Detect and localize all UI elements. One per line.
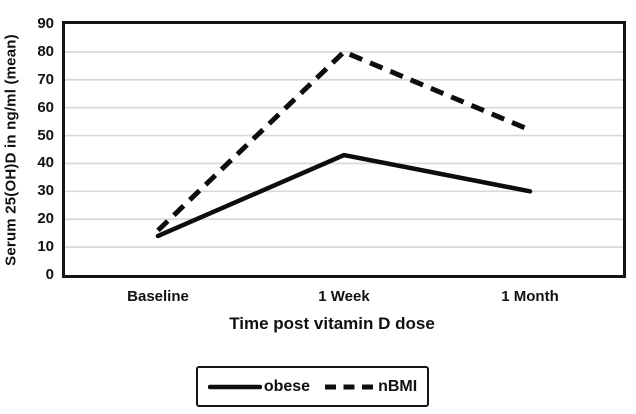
y-tick-label: 30 — [37, 182, 54, 200]
y-tick-label: 70 — [37, 70, 54, 88]
dashed-line-swatch — [325, 384, 376, 389]
y-axis-title: Serum 25(OH)D in ng/ml (mean) — [2, 34, 20, 266]
y-tick-label: 0 — [45, 266, 54, 283]
legend-item-obese: obese — [207, 377, 311, 396]
chart-canvas — [65, 48, 623, 248]
y-tick-label: 20 — [37, 210, 54, 228]
y-tick-label: 90 — [37, 15, 54, 32]
legend-label-nbmi: nBMI — [378, 377, 418, 395]
y-tick-label: 50 — [37, 126, 54, 144]
x-axis-title: Time post vitamin D dose — [229, 314, 435, 333]
gridlines — [65, 51, 623, 248]
x-tick-label: Baseline — [127, 288, 189, 305]
y-tick-label: 80 — [37, 42, 54, 60]
solid-line-swatch — [207, 384, 262, 389]
obese-series-line — [155, 152, 533, 239]
y-tick-label: 60 — [37, 98, 54, 116]
y-tick-label: 10 — [37, 238, 54, 256]
x-tick-label: 1 Month — [501, 288, 559, 305]
legend: obese nBMI — [196, 366, 429, 407]
legend-label-obese: obese — [263, 377, 311, 395]
nbmi-series-line — [156, 48, 531, 233]
legend-item-nbmi: nBMI — [324, 378, 417, 396]
plot-area — [62, 21, 626, 278]
x-tick-label: 1 Week — [318, 288, 370, 305]
y-tick-label: 40 — [37, 154, 54, 172]
